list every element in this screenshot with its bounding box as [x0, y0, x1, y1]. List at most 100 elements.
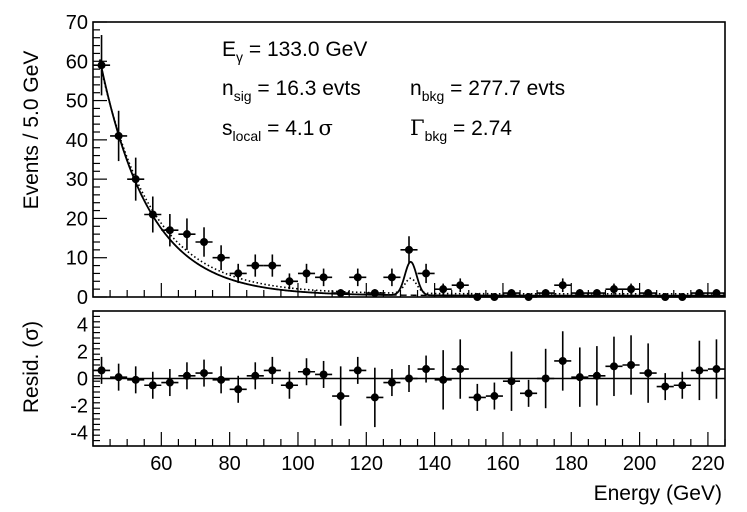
marker: [217, 376, 225, 384]
marker: [644, 369, 652, 377]
data-point: [315, 361, 332, 388]
marker: [337, 392, 345, 400]
x-tick-label: 120: [350, 453, 383, 475]
marker: [388, 273, 396, 281]
data-point: [161, 369, 178, 396]
marker: [200, 369, 208, 377]
marker: [678, 381, 686, 389]
marker: [234, 385, 242, 393]
marker: [251, 372, 259, 380]
marker: [456, 281, 464, 289]
y-axis-label-residual: Resid. (σ): [20, 321, 43, 413]
data-point: [264, 254, 281, 276]
marker: [115, 373, 123, 381]
marker: [525, 389, 533, 397]
x-tick-label: 60: [150, 453, 172, 475]
data-point: [657, 373, 674, 400]
marker: [490, 392, 498, 400]
marker: [149, 381, 157, 389]
x-tick-label: 220: [691, 453, 724, 475]
marker: [542, 375, 550, 383]
marker: [661, 383, 669, 391]
marker: [507, 289, 515, 297]
data-point: [281, 273, 298, 289]
data-point: [452, 278, 469, 292]
marker: [166, 226, 174, 234]
marker: [303, 368, 311, 376]
marker: [439, 285, 447, 293]
marker: [320, 370, 328, 378]
y-tick-label: 4: [77, 315, 88, 337]
marker: [234, 269, 242, 277]
data-point: [708, 339, 725, 398]
y-tick-label: 30: [66, 169, 88, 191]
marker: [473, 393, 481, 401]
marker: [627, 361, 635, 369]
x-axis-label: Energy (GeV): [594, 482, 722, 505]
y-tick-label: 0: [77, 287, 88, 309]
data-point: [520, 380, 537, 407]
data-point: [110, 364, 127, 391]
data-point: [127, 366, 144, 393]
data-point: [247, 254, 264, 276]
y-tick-label: 40: [66, 130, 88, 152]
x-tick-label: 140: [418, 453, 451, 475]
marker: [695, 366, 703, 374]
data-point: [674, 372, 691, 399]
data-point: [623, 335, 640, 394]
data-point: [93, 35, 110, 95]
fit-annotations: Eγ = 133.0 GeV nsig = 16.3 evts nbkg = 2…: [222, 38, 565, 144]
marker: [712, 365, 720, 373]
data-point: [332, 289, 349, 297]
data-point: [691, 341, 708, 400]
data-point: [230, 376, 247, 403]
marker: [285, 381, 293, 389]
gamma-annotation: Γbkg = 2.74: [410, 116, 512, 144]
data-point: [144, 196, 161, 232]
marker: [422, 269, 430, 277]
marker: [610, 362, 618, 370]
physics-fit-figure: 010203040506070 -4-202460 80 100 120 140 160 1…: [0, 0, 747, 512]
marker: [303, 269, 311, 277]
data-point: [503, 352, 520, 411]
nsig-annotation: nsig = 16.3 evts: [222, 77, 361, 104]
data-point: [213, 366, 230, 393]
data-point: [178, 218, 195, 249]
marker: [439, 376, 447, 384]
marker: [422, 365, 430, 373]
residual-plot-panel: -4-202460 80 100 120 140 160 180 200 220: [70, 311, 725, 475]
data-point: [605, 337, 622, 396]
marker: [507, 377, 515, 385]
x-tick-label: 100: [281, 453, 314, 475]
data-point: [247, 362, 264, 389]
data-point: [298, 358, 315, 385]
marker: [132, 376, 140, 384]
nbkg-annotation: nbkg = 277.7 evts: [410, 77, 565, 104]
data-point: [554, 331, 571, 390]
marker: [200, 238, 208, 246]
marker: [217, 254, 225, 262]
marker: [610, 285, 618, 293]
main-plot-panel: 0 10 20 30 40 50 60 70: [66, 12, 725, 309]
marker: [337, 289, 345, 297]
data-point: [469, 384, 486, 411]
data-point: [178, 362, 195, 389]
data-point: [418, 264, 435, 283]
data-point: [315, 269, 332, 287]
data-point: [349, 357, 366, 384]
x-tick-label: 80: [219, 453, 241, 475]
x-tick-label: 200: [623, 453, 656, 475]
marker: [320, 273, 328, 281]
data-point: [383, 269, 400, 287]
data-point: [383, 369, 400, 396]
marker: [576, 373, 584, 381]
x-tick-label: 180: [555, 453, 588, 475]
data-point: [264, 357, 281, 384]
data-point: [571, 347, 588, 406]
marker: [371, 393, 379, 401]
data-point: [332, 366, 349, 425]
marker: [542, 289, 550, 297]
data-point: [281, 372, 298, 399]
data-point: [195, 227, 212, 256]
marker: [371, 289, 379, 297]
